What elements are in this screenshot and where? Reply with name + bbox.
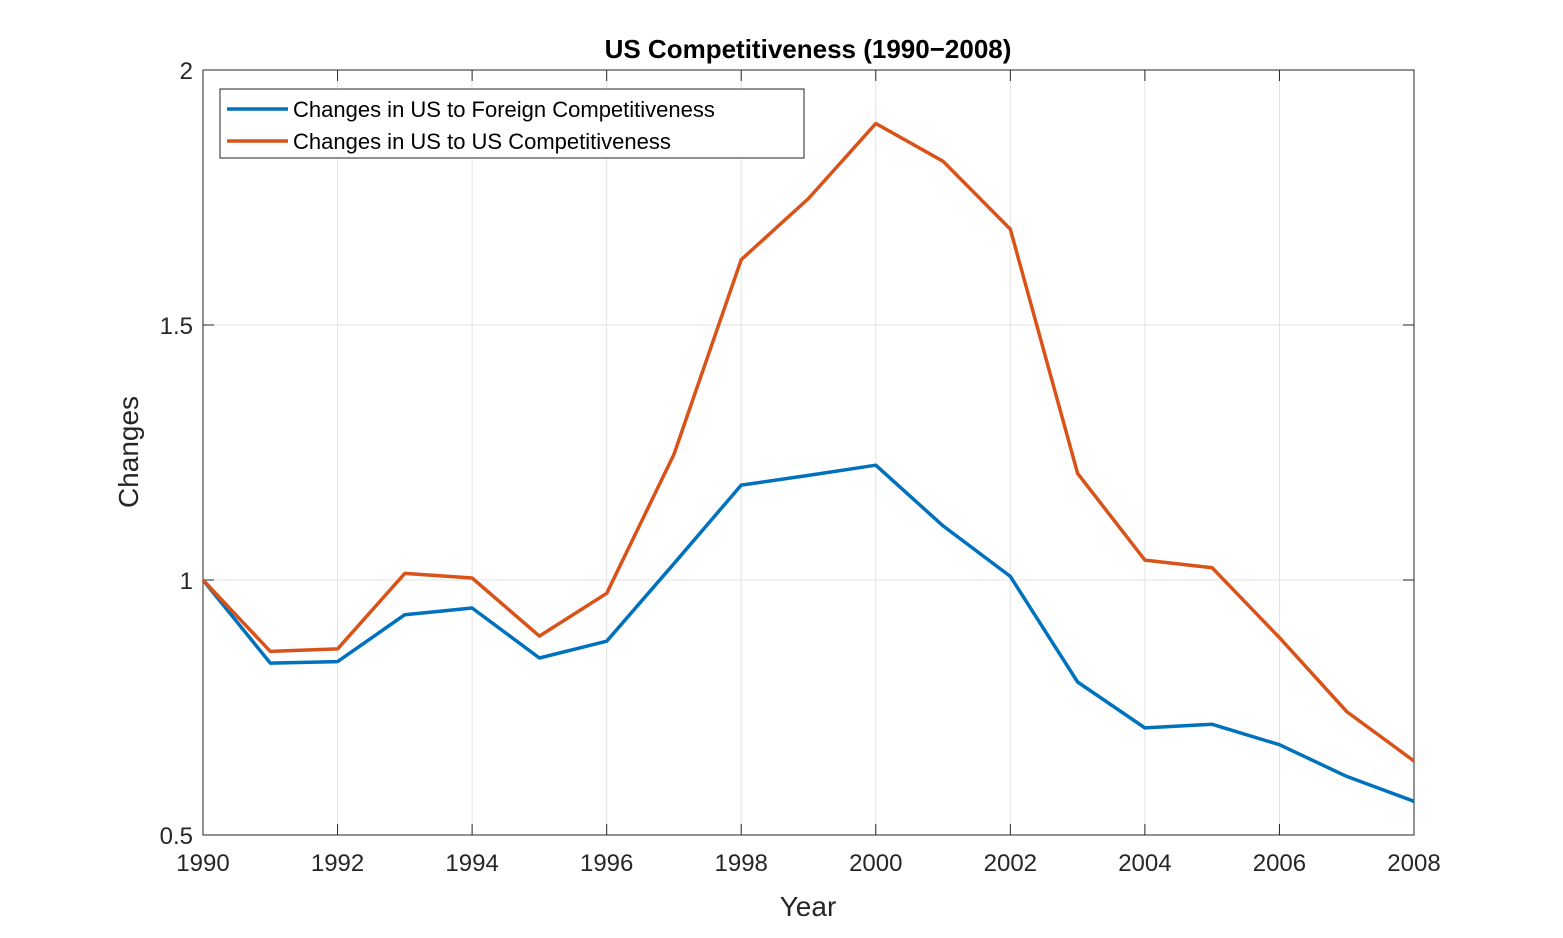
chart-title: US Competitiveness (1990−2008) [605,34,1012,64]
legend-label: Changes in US to US Competitiveness [293,129,671,154]
plot-box [202,69,1415,836]
axes [202,69,1415,836]
x-tick-label: 1994 [445,850,498,877]
grid-lines [202,69,1415,836]
series-line-1 [201,463,1415,803]
x-tick-label: 2000 [849,850,902,877]
y-tick-label: 1 [180,568,193,595]
y-tick-label: 0.5 [160,823,193,850]
x-tick-label: 1996 [580,850,633,877]
x-tick-label: 2002 [984,850,1037,877]
tick-labels: 1990 1992 1994 1996 1998 2000 2002 2004 2006 2008… [160,58,1441,877]
y-tick-label: 1.5 [160,313,193,340]
legend-box [219,88,805,159]
y-tick-label: 2 [180,58,193,85]
series-lines [201,121,1416,803]
x-tick-label: 2004 [1118,850,1171,877]
y-axis-label: Changes [113,396,144,508]
x-tick-label: 1990 [176,850,229,877]
series-line-2 [201,121,1416,763]
x-axis-label: Year [780,891,837,922]
legend-label: Changes in US to Foreign Competitiveness [293,97,715,122]
x-tick-label: 1998 [715,850,768,877]
legend: Changes in US to Foreign Competitiveness… [219,88,805,159]
x-tick-label: 2008 [1387,850,1440,877]
x-tick-label: 1992 [311,850,364,877]
x-tick-label: 2006 [1253,850,1306,877]
